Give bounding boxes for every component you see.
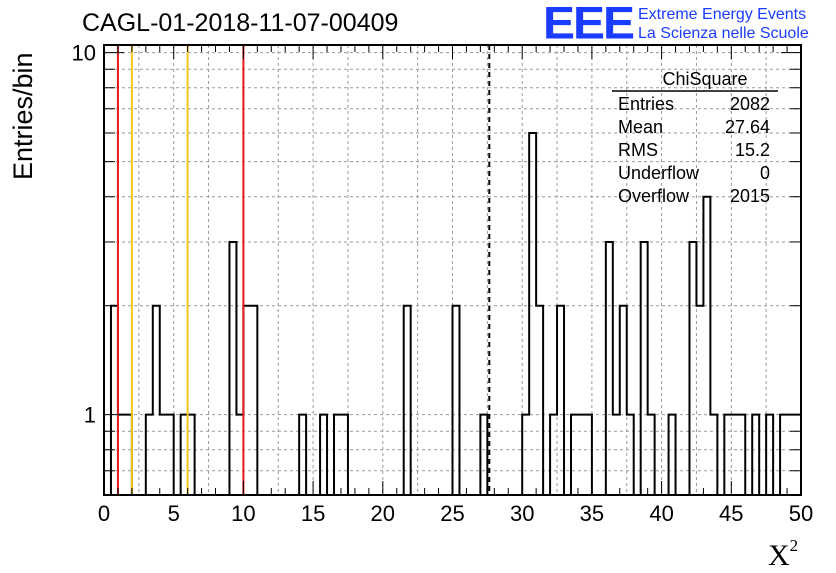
histogram-bin [111,306,118,495]
histogram-bin [146,415,153,495]
histogram-bin [703,197,710,495]
histogram-bin [766,415,773,495]
histogram-bin [613,415,620,495]
stats-row-value: 0 [760,163,770,183]
stats-row-value: 2015 [730,186,770,206]
x-tick-label: 10 [231,501,255,526]
histogram-bin [188,415,195,495]
x-tick-label: 45 [719,501,743,526]
stats-row-label: Overflow [618,186,690,206]
histogram-bin [571,415,578,495]
chart-title: CAGL-01-2018-11-07-00409 [82,9,399,37]
x-tick-label: 0 [98,501,110,526]
y-tick-label: 1 [84,403,96,428]
x-tick-label: 15 [301,501,325,526]
stats-row-value: 27.64 [725,117,770,137]
histogram-bin [243,306,250,495]
x-tick-label: 20 [371,501,395,526]
histogram-bin [780,415,787,495]
eee-logo-mark: EEE [543,0,635,49]
logo-line-2: La Scienza nelle Scuole [638,25,809,42]
x-tick-label: 30 [510,501,534,526]
histogram-bin [160,415,167,495]
histogram-bin [529,133,536,495]
histogram-bin [641,242,648,495]
y-axis-label: Entries/bin [8,52,38,180]
x-tick-label: 40 [649,501,673,526]
histogram-bin [334,415,341,495]
histogram-bin [648,415,655,495]
histogram-bin [724,415,731,495]
histogram-bin [585,415,592,495]
histogram-bin [404,306,411,495]
x-tick-label: 25 [440,501,464,526]
histogram-bin [752,415,759,495]
histogram-bin [320,415,327,495]
histogram-bin [710,415,717,495]
histogram-bin [550,415,557,495]
stats-row-label: Underflow [618,163,700,183]
histogram-bin [787,415,794,495]
x-tick-label: 50 [789,501,813,526]
logo-line-1: Extreme Energy Events [638,6,807,23]
histogram-bin [250,306,257,495]
histogram-bin [606,242,613,495]
histogram-bin [118,415,125,495]
y-tick-label: 10 [72,41,96,66]
x-axis-label-base: X [768,539,790,572]
x-axis-label: X2 [768,536,798,573]
histogram-bin [299,415,306,495]
histogram-bin [557,306,564,495]
histogram-bin [480,415,487,495]
x-tick-label: 35 [580,501,604,526]
histogram-bin [229,242,236,495]
histogram-bin [153,306,160,495]
x-axis-label-sup: 2 [789,536,799,555]
histogram-bin [696,306,703,495]
histogram-bin [738,415,745,495]
histogram-bin [125,415,132,495]
stats-row-value: 2082 [730,94,770,114]
histogram-bin [181,415,188,495]
histogram-bin [522,415,529,495]
stats-row-label: Entries [618,94,674,114]
stats-row-value: 15.2 [735,140,770,160]
x-tick-label: 5 [168,501,180,526]
histogram-bin [453,306,460,495]
histogram-bin [669,415,676,495]
histogram-bin [794,415,801,495]
histogram-bin [620,306,627,495]
histogram-bin [627,415,634,495]
stats-row-label: Mean [618,117,663,137]
stats-box-title: ChiSquare [662,69,747,89]
histogram-bin [536,306,543,495]
histogram-bin [689,242,696,495]
histogram-bin [731,415,738,495]
histogram-bin [236,415,243,495]
histogram-bin [167,415,174,495]
stats-row-label: RMS [618,140,658,160]
histogram-bin [341,415,348,495]
histogram-bin [578,415,585,495]
